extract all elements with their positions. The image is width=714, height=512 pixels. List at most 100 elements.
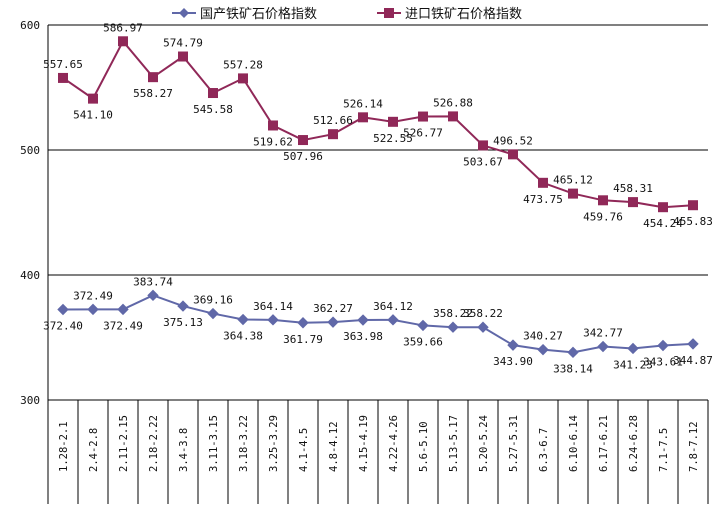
- data-label: 363.98: [343, 330, 383, 343]
- data-label: 574.79: [163, 37, 203, 50]
- gridlines: [48, 24, 708, 276]
- data-label: 526.14: [343, 97, 383, 110]
- data-label: 458.31: [613, 182, 653, 195]
- x-tick-label: 5.13-5.17: [448, 415, 460, 472]
- data-point: [597, 340, 609, 353]
- data-label: 496.52: [493, 134, 533, 147]
- data-point: [358, 112, 368, 123]
- data-label: 372.40: [43, 320, 83, 333]
- data-point: [327, 316, 339, 328]
- data-label: 519.62: [253, 135, 293, 148]
- data-point: [448, 111, 458, 122]
- data-label: 557.28: [223, 58, 263, 71]
- x-tick-label: 6.24-6.28: [628, 415, 640, 472]
- data-label: 364.12: [373, 300, 413, 313]
- data-label: 364.14: [253, 300, 293, 313]
- data-label: 344.87: [673, 354, 713, 367]
- data-label: 455.83: [673, 215, 713, 228]
- data-point: [538, 177, 548, 188]
- data-point: [657, 339, 669, 352]
- x-tick-label: 7.1-7.5: [658, 428, 670, 472]
- data-point: [658, 202, 668, 213]
- x-tick-label: 3.18-3.22: [238, 415, 250, 472]
- data-label: 522.55: [373, 132, 413, 145]
- data-point: [148, 72, 158, 83]
- data-point: [118, 36, 128, 47]
- data-label: 558.27: [133, 87, 173, 100]
- data-point: [627, 342, 639, 355]
- data-point: [688, 200, 698, 211]
- x-tick-label: 2.18-2.22: [148, 415, 160, 472]
- data-labels: 372.40 372.49 372.49 383.74 375.13 369.16 364.…: [43, 21, 713, 375]
- data-point: [238, 73, 248, 84]
- data-point: [598, 195, 608, 206]
- data-label: 369.16: [193, 294, 233, 307]
- x-tick-label: 4.22-4.26: [388, 415, 400, 472]
- data-point: [478, 140, 488, 151]
- data-point: [178, 51, 188, 62]
- data-label: 465.12: [553, 174, 593, 187]
- x-tick-label: 7.8-7.12: [688, 421, 700, 472]
- data-point: [298, 135, 308, 146]
- data-label: 358.22: [463, 307, 503, 320]
- data-point: [147, 289, 159, 302]
- data-label: 541.10: [73, 109, 113, 122]
- data-point: [508, 149, 518, 160]
- x-tick-label: 3.4-3.8: [178, 428, 190, 472]
- data-point: [537, 343, 549, 356]
- legend-marker: [179, 8, 189, 18]
- data-label: 364.38: [223, 330, 263, 343]
- y-tick-label: 400: [20, 269, 40, 282]
- data-point: [177, 300, 189, 312]
- data-point: [567, 346, 579, 359]
- data-point: [418, 111, 428, 122]
- data-point: [477, 321, 489, 333]
- series-line-domestic: [62, 294, 694, 354]
- data-label: 372.49: [73, 289, 113, 302]
- data-label: 507.96: [283, 150, 323, 163]
- data-label: 342.77: [583, 327, 623, 340]
- data-point: [628, 197, 638, 208]
- x-tick-label: 4.15-4.19: [358, 415, 370, 472]
- data-point: [58, 72, 68, 83]
- data-label: 526.77: [403, 127, 443, 140]
- data-point: [357, 314, 369, 326]
- x-axis-ticks: 1.28-2.1 2.4-2.8 2.11-2.15 2.18-2.22 3.4-3.8…: [58, 415, 700, 472]
- y-tick-label: 300: [20, 394, 40, 407]
- data-label: 459.76: [583, 210, 623, 223]
- data-label: 454.24: [643, 217, 683, 230]
- data-point: [117, 303, 129, 316]
- data-label: 375.13: [163, 316, 203, 329]
- data-point: [328, 129, 338, 140]
- x-tick-label: 3.25-3.29: [268, 415, 280, 472]
- data-point: [417, 319, 429, 332]
- data-point: [57, 303, 69, 316]
- x-tick-label: 2.4-2.8: [88, 428, 100, 472]
- legend-marker: [384, 8, 394, 18]
- y-tick-label: 600: [20, 19, 40, 32]
- legend-label: 国产铁矿石价格指数: [200, 6, 317, 22]
- legend: 国产铁矿石价格指数 进口铁矿石价格指数: [172, 6, 522, 22]
- x-tick-label: 4.1-4.5: [298, 428, 310, 472]
- data-label: 512.66: [313, 114, 353, 127]
- data-point: [87, 303, 99, 316]
- data-label: 358.22: [433, 307, 473, 320]
- x-tick-label: 5.27-5.31: [508, 415, 520, 472]
- y-tick-label: 500: [20, 144, 40, 157]
- x-tick-label: 5.20-5.24: [478, 415, 490, 472]
- legend-label: 进口铁矿石价格指数: [405, 6, 522, 22]
- data-label: 557.65: [43, 58, 83, 71]
- x-tick-label: 5.6-5.10: [418, 421, 430, 472]
- data-label: 361.79: [283, 333, 323, 346]
- data-label: 343.90: [493, 355, 533, 368]
- data-point: [297, 317, 309, 329]
- data-point: [447, 321, 459, 333]
- data-label: 362.27: [313, 302, 353, 315]
- x-tick-label: 1.28-2.1: [58, 421, 70, 472]
- axes: [47, 25, 709, 504]
- x-tick-label: 3.11-3.15: [208, 415, 220, 472]
- data-point: [237, 313, 249, 326]
- data-label: 372.49: [103, 319, 143, 332]
